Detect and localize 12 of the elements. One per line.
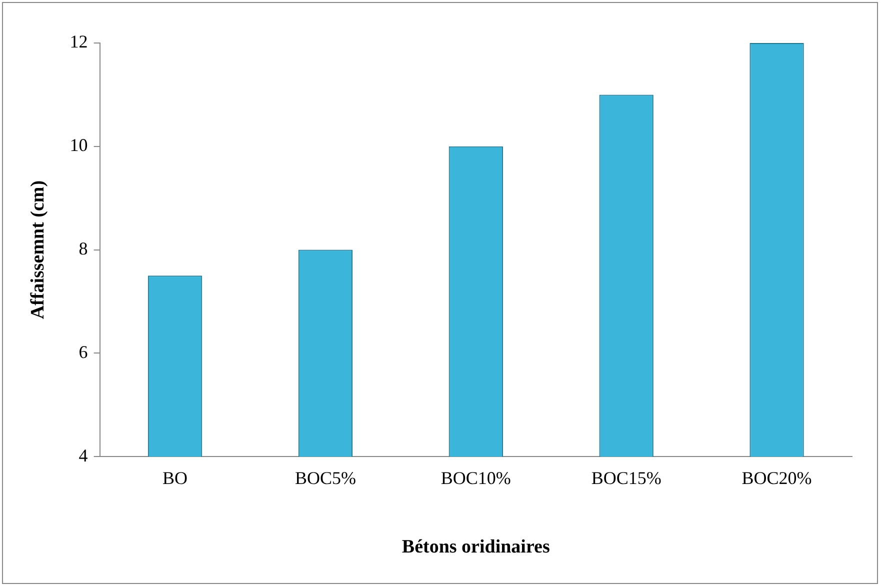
x-tick-label: BO bbox=[162, 468, 188, 488]
y-tick-label: 10 bbox=[70, 135, 88, 156]
y-tick-label: 4 bbox=[78, 445, 88, 466]
x-tick-label: BOC10% bbox=[440, 468, 511, 488]
x-tick-label: BOC15% bbox=[591, 468, 662, 488]
x-tick-label: BOC20% bbox=[742, 468, 812, 488]
x-axis-title: Bétons oridinaires bbox=[402, 536, 550, 558]
y-tick-label: 8 bbox=[78, 238, 88, 259]
y-tick-label: 12 bbox=[70, 32, 88, 52]
x-tick-label: BOC5% bbox=[294, 468, 356, 488]
y-tick-label: 6 bbox=[78, 342, 88, 362]
y-axis-title: Affaissemnt (cm) bbox=[27, 180, 48, 320]
